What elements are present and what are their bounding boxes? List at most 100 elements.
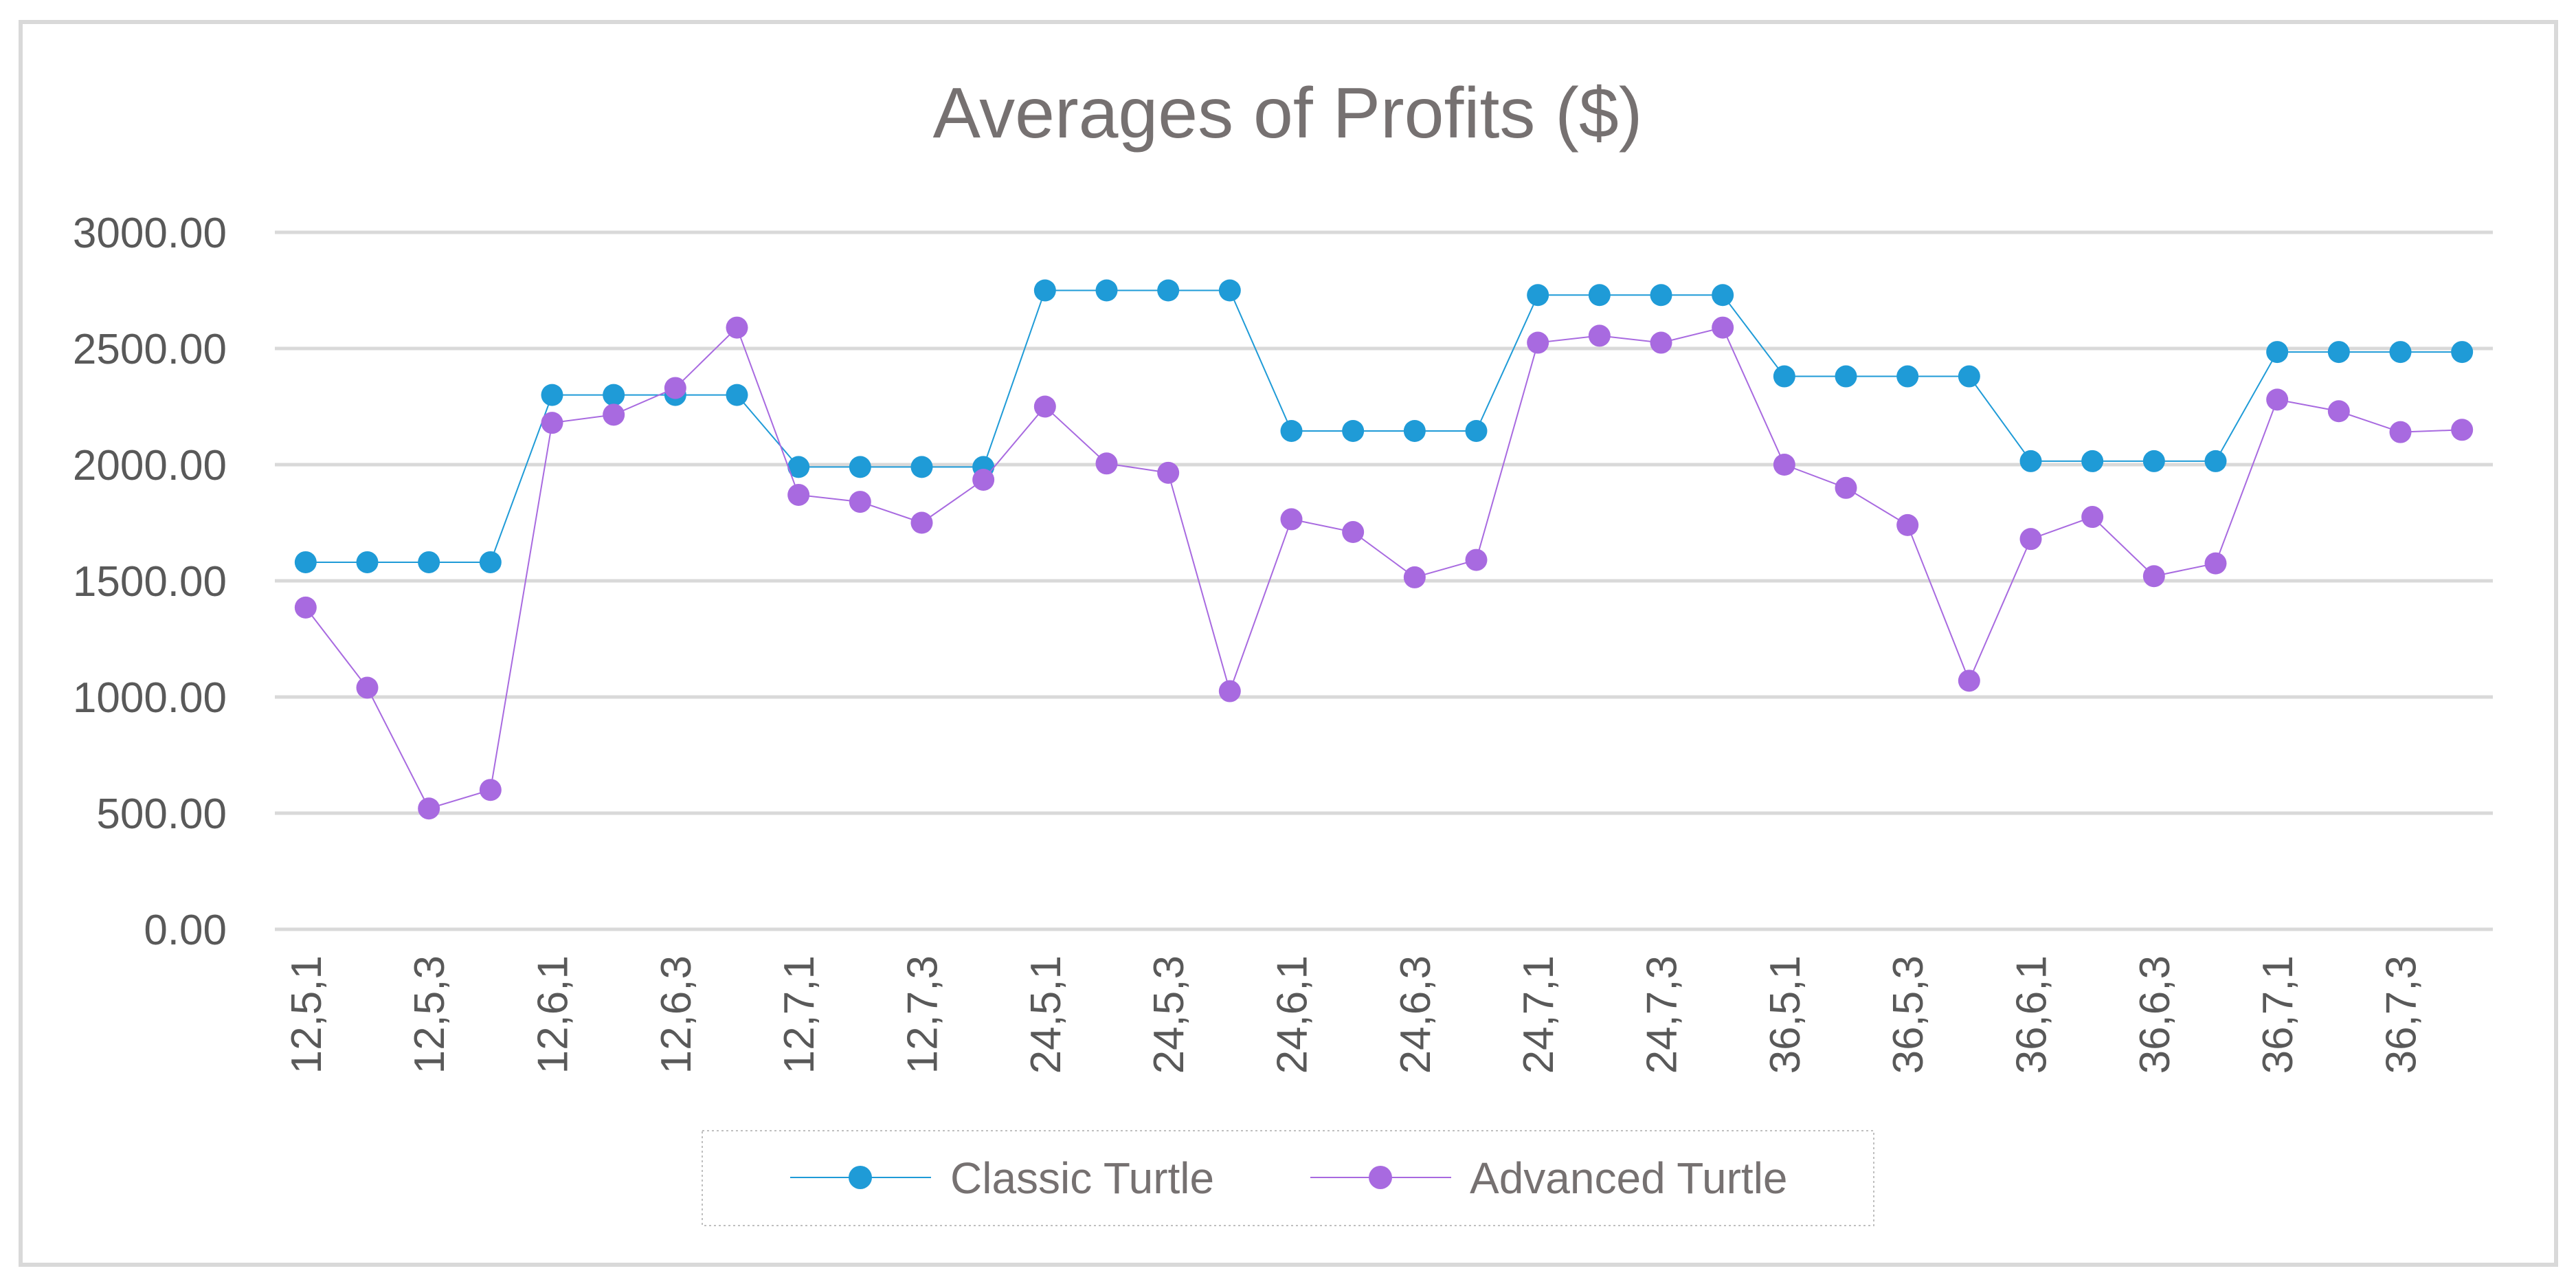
data-point-advanced-turtle bbox=[2081, 506, 2104, 529]
data-point-classic-turtle bbox=[1650, 284, 1672, 307]
data-point-classic-turtle bbox=[418, 551, 440, 573]
data-point-classic-turtle bbox=[1403, 419, 1426, 442]
data-point-advanced-turtle bbox=[603, 403, 625, 426]
data-point-classic-turtle bbox=[294, 551, 317, 573]
x-tick-label: 12,6,3 bbox=[653, 955, 700, 1074]
x-axis-tick-labels: 12,5,1 12,5,3 12,6,1 12,6,3 12,7,1 12,7,3 24,5… bbox=[283, 955, 2426, 1074]
data-point-classic-turtle bbox=[1896, 365, 1919, 388]
x-tick-label: 24,6,1 bbox=[1269, 955, 1317, 1074]
y-tick-label: 2500.00 bbox=[73, 326, 227, 373]
x-tick-label: 36,6,3 bbox=[2131, 955, 2179, 1074]
data-point-advanced-turtle bbox=[1896, 513, 1919, 536]
legend-label-advanced-turtle: Advanced Turtle bbox=[1470, 1153, 1788, 1203]
data-point-classic-turtle bbox=[1280, 419, 1303, 442]
legend-marker-advanced-turtle bbox=[1369, 1166, 1392, 1189]
data-point-classic-turtle bbox=[2204, 450, 2227, 472]
data-point-advanced-turtle bbox=[726, 316, 748, 339]
data-point-advanced-turtle bbox=[1095, 452, 1118, 475]
data-point-advanced-turtle bbox=[664, 377, 686, 399]
series-classic-turtle bbox=[294, 279, 2474, 573]
data-point-classic-turtle bbox=[1465, 419, 1488, 442]
x-tick-label: 24,7,1 bbox=[1515, 955, 1563, 1074]
data-point-classic-turtle bbox=[1157, 279, 1180, 302]
x-tick-label: 36,7,3 bbox=[2378, 955, 2426, 1074]
data-point-advanced-turtle bbox=[1403, 566, 1426, 588]
x-tick-label: 12,5,1 bbox=[283, 955, 331, 1074]
chart-border bbox=[19, 20, 2558, 1267]
data-point-classic-turtle bbox=[1773, 365, 1795, 388]
x-tick-label: 36,5,3 bbox=[1885, 955, 1932, 1074]
y-tick-label: 3000.00 bbox=[73, 210, 227, 257]
data-point-advanced-turtle bbox=[1033, 395, 1056, 418]
data-point-advanced-turtle bbox=[541, 412, 563, 434]
data-point-classic-turtle bbox=[910, 456, 933, 478]
data-point-advanced-turtle bbox=[910, 511, 933, 534]
data-point-advanced-turtle bbox=[1650, 331, 1672, 354]
data-point-advanced-turtle bbox=[972, 468, 995, 491]
data-point-advanced-turtle bbox=[418, 797, 440, 820]
y-tick-label: 1500.00 bbox=[73, 558, 227, 606]
legend-label-classic-turtle: Classic Turtle bbox=[950, 1153, 1214, 1203]
data-point-advanced-turtle bbox=[1835, 476, 1857, 499]
series-layer bbox=[294, 279, 2474, 820]
x-tick-label: 24,5,1 bbox=[1022, 955, 1070, 1074]
data-point-advanced-turtle bbox=[1342, 521, 1365, 544]
legend: Classic Turtle Advanced Turtle bbox=[702, 1130, 1874, 1226]
data-point-classic-turtle bbox=[849, 456, 871, 478]
data-point-classic-turtle bbox=[787, 456, 810, 478]
x-tick-label: 24,7,3 bbox=[1639, 955, 1686, 1074]
x-tick-label: 12,5,3 bbox=[406, 955, 453, 1074]
data-point-classic-turtle bbox=[1712, 284, 1734, 307]
data-point-classic-turtle bbox=[1342, 419, 1365, 442]
data-point-classic-turtle bbox=[603, 384, 625, 406]
data-point-advanced-turtle bbox=[1773, 454, 1795, 476]
data-point-classic-turtle bbox=[541, 384, 563, 406]
x-tick-label: 12,6,1 bbox=[530, 955, 577, 1074]
x-tick-label: 36,7,1 bbox=[2254, 955, 2302, 1074]
data-point-advanced-turtle bbox=[356, 676, 379, 699]
data-point-advanced-turtle bbox=[1280, 508, 1303, 531]
data-point-classic-turtle bbox=[1835, 365, 1857, 388]
data-point-advanced-turtle bbox=[849, 491, 871, 513]
data-point-advanced-turtle bbox=[1157, 461, 1180, 484]
data-point-classic-turtle bbox=[1958, 365, 1980, 388]
legend-marker-classic-turtle bbox=[849, 1166, 872, 1189]
y-axis-tick-labels: 0.00 500.00 1000.00 1500.00 2000.00 2500.00 30… bbox=[73, 210, 227, 954]
y-tick-label: 1000.00 bbox=[73, 674, 227, 722]
data-point-advanced-turtle bbox=[294, 596, 317, 619]
data-point-classic-turtle bbox=[1095, 279, 1118, 302]
data-point-advanced-turtle bbox=[2389, 421, 2412, 443]
x-tick-label: 24,5,3 bbox=[1145, 955, 1193, 1074]
data-point-advanced-turtle bbox=[2451, 419, 2474, 441]
legend-frame bbox=[702, 1130, 1874, 1226]
data-point-advanced-turtle bbox=[2266, 388, 2289, 411]
data-point-classic-turtle bbox=[1527, 284, 1549, 307]
series-line-advanced-turtle bbox=[305, 326, 2463, 810]
data-point-advanced-turtle bbox=[1712, 316, 1734, 339]
x-tick-label: 12,7,1 bbox=[776, 955, 823, 1074]
data-point-classic-turtle bbox=[726, 384, 748, 406]
data-point-classic-turtle bbox=[2019, 450, 2042, 472]
data-point-advanced-turtle bbox=[1465, 549, 1488, 571]
y-tick-label: 0.00 bbox=[144, 907, 227, 954]
x-tick-label: 24,6,3 bbox=[1392, 955, 1440, 1074]
data-point-classic-turtle bbox=[2451, 341, 2474, 364]
data-point-classic-turtle bbox=[1588, 284, 1611, 307]
legend-item-classic-turtle: Classic Turtle bbox=[790, 1153, 1214, 1203]
data-point-classic-turtle bbox=[479, 551, 502, 573]
series-advanced-turtle bbox=[294, 316, 2474, 820]
y-tick-label: 2000.00 bbox=[73, 442, 227, 489]
data-point-advanced-turtle bbox=[1588, 324, 1611, 347]
data-point-classic-turtle bbox=[1033, 279, 1056, 302]
data-point-advanced-turtle bbox=[1218, 680, 1241, 702]
data-point-advanced-turtle bbox=[2019, 528, 2042, 551]
x-tick-label: 12,7,3 bbox=[899, 955, 947, 1074]
data-point-advanced-turtle bbox=[1958, 669, 1980, 692]
x-tick-label: 36,6,1 bbox=[2008, 955, 2056, 1074]
data-point-classic-turtle bbox=[356, 551, 379, 573]
data-point-advanced-turtle bbox=[1527, 331, 1549, 354]
gridlines bbox=[275, 230, 2493, 931]
data-point-advanced-turtle bbox=[2204, 552, 2227, 575]
